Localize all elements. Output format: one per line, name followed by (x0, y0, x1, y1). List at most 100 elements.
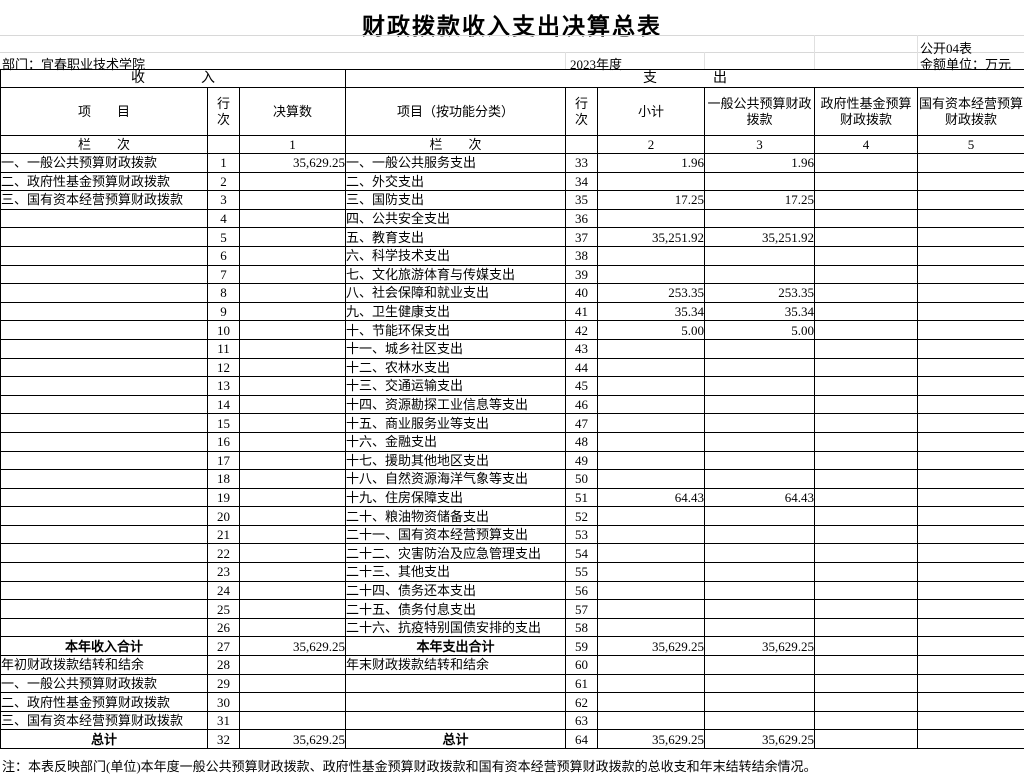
expenditure-subtotal-cell: 35,251.92 (597, 227, 706, 247)
income-value-cell (238, 190, 347, 210)
expenditure-general-budget-cell (704, 543, 816, 564)
expenditure-gov-fund-cell (814, 301, 919, 322)
table-row: 9 九、卫生健康支出 41 35.34 35.34 (0, 301, 1024, 322)
expenditure-state-capital-cell (917, 376, 1024, 396)
expenditure-section-header: 支 出 (345, 69, 1024, 88)
expenditure-gov-fund-cell (814, 153, 919, 173)
expenditure-general-budget-cell: 5.00 (704, 320, 816, 340)
table-row: 二、政府性基金预算财政拨款 2 二、外交支出 34 (0, 171, 1024, 192)
expenditure-general-budget-cell: 17.25 (704, 190, 816, 210)
table-row: 17 十七、援助其他地区支出 49 (0, 450, 1024, 471)
expenditure-item-cell: 二十一、国有资本经营预算支出 (345, 524, 567, 545)
expenditure-rowno-cell: 58 (565, 617, 599, 638)
expenditure-general-budget-cell: 35,629.25 (704, 729, 816, 749)
expenditure-item-cell: 二十二、灾害防治及应急管理支出 (345, 543, 567, 564)
income-rowno-cell: 17 (207, 450, 240, 471)
rowno-label: 行次 (575, 95, 589, 127)
income-value-cell (238, 543, 347, 564)
income-value-cell (238, 171, 347, 192)
income-item-cell (0, 562, 208, 582)
expenditure-item-cell: 八、社会保障和就业支出 (345, 283, 567, 303)
expenditure-gov-fund-cell (814, 413, 919, 433)
expenditure-gov-fund-cell (814, 469, 919, 489)
expenditure-item-cell: 十六、金融支出 (345, 431, 567, 452)
income-value-cell (238, 710, 347, 731)
expenditure-item-cell: 十九、住房保障支出 (345, 487, 567, 508)
expenditure-rowno-cell: 61 (565, 673, 599, 694)
expenditure-gov-fund-cell (814, 245, 919, 266)
income-value-cell (238, 431, 347, 452)
expenditure-general-budget-cell (704, 562, 816, 582)
expenditure-state-capital-cell (917, 655, 1024, 675)
table-row: 24 二十四、债务还本支出 56 (0, 580, 1024, 601)
footnote: 注：本表反映部门(单位)本年度一般公共预算财政拨款、政府性基金预算财政拨款和国有… (2, 759, 817, 774)
income-item-cell (0, 617, 208, 638)
col-header-state-capital-budget: 国有资本经营预算财政拨款 (917, 87, 1024, 136)
expenditure-item-cell: 十二、农林水支出 (345, 357, 567, 378)
expenditure-subtotal-cell: 5.00 (597, 320, 706, 340)
expenditure-general-budget-cell (704, 208, 816, 229)
income-rowno-cell: 24 (207, 580, 240, 601)
expenditure-item-cell: 总计 (345, 729, 567, 749)
expenditure-subtotal-cell (597, 710, 706, 731)
table-row: 14 十四、资源勘探工业信息等支出 46 (0, 394, 1024, 415)
expenditure-subtotal-cell (597, 562, 706, 582)
expenditure-general-budget-cell (704, 524, 816, 545)
expenditure-gov-fund-cell (814, 283, 919, 303)
income-value-cell (238, 338, 347, 359)
col-header-gov-fund-budget: 政府性基金预算财政拨款 (814, 87, 919, 136)
expenditure-subtotal-cell (597, 617, 706, 638)
expenditure-gov-fund-cell (814, 208, 919, 229)
income-item-cell (0, 301, 208, 322)
income-rowno-cell: 2 (207, 171, 240, 192)
expenditure-general-budget-cell (704, 376, 816, 396)
income-value-cell (238, 562, 347, 582)
expenditure-state-capital-cell (917, 543, 1024, 564)
expenditure-rowno-cell: 47 (565, 413, 599, 433)
table-row: 15 十五、商业服务业等支出 47 (0, 413, 1024, 433)
expenditure-state-capital-cell (917, 394, 1024, 415)
expenditure-state-capital-cell (917, 729, 1024, 749)
expenditure-item-cell: 六、科学技术支出 (345, 245, 567, 266)
income-rowno-cell: 10 (207, 320, 240, 340)
table-body: 一、一般公共预算财政拨款 1 35,629.25 一、一般公共服务支出 33 1.96 1.… (0, 153, 1024, 749)
expenditure-general-budget-cell: 253.35 (704, 283, 816, 303)
income-rowno-cell: 20 (207, 506, 240, 526)
col-header-income-rowno: 行次 (207, 87, 240, 136)
expenditure-state-capital-cell (917, 673, 1024, 694)
income-item-cell (0, 580, 208, 601)
income-value-cell (238, 599, 347, 619)
income-rowno-cell: 15 (207, 413, 240, 433)
expenditure-item-cell: 十一、城乡社区支出 (345, 338, 567, 359)
expenditure-subtotal-cell: 17.25 (597, 190, 706, 210)
expenditure-gov-fund-cell (814, 710, 919, 731)
expenditure-general-budget-cell: 64.43 (704, 487, 816, 508)
expenditure-gov-fund-cell (814, 171, 919, 192)
income-item-cell (0, 208, 208, 229)
income-value-cell (238, 320, 347, 340)
income-item-cell (0, 394, 208, 415)
income-rowno-cell: 1 (207, 153, 240, 173)
expenditure-item-cell: 十四、资源勘探工业信息等支出 (345, 394, 567, 415)
income-item-cell: 本年收入合计 (0, 636, 208, 657)
expenditure-general-budget-cell: 35.34 (704, 301, 816, 322)
expenditure-general-budget-cell (704, 506, 816, 526)
expenditure-rowno-cell: 38 (565, 245, 599, 266)
expenditure-gov-fund-cell (814, 338, 919, 359)
expenditure-item-cell: 十三、交通运输支出 (345, 376, 567, 396)
income-item-cell (0, 320, 208, 340)
expenditure-rowno-cell: 60 (565, 655, 599, 675)
table-row: 20 二十、粮油物资储备支出 52 (0, 506, 1024, 526)
expenditure-general-budget-cell (704, 394, 816, 415)
income-value-cell (238, 208, 347, 229)
income-item-cell: 年初财政拨款结转和结余 (0, 655, 208, 675)
income-item-cell (0, 283, 208, 303)
expenditure-rowno-cell: 59 (565, 636, 599, 657)
table-row: 13 十三、交通运输支出 45 (0, 376, 1024, 396)
expenditure-item-cell: 二十四、债务还本支出 (345, 580, 567, 601)
expenditure-state-capital-cell (917, 283, 1024, 303)
col-header-final-amount: 决算数 (238, 87, 347, 136)
expenditure-rowno-cell: 51 (565, 487, 599, 508)
income-value-cell (238, 469, 347, 489)
